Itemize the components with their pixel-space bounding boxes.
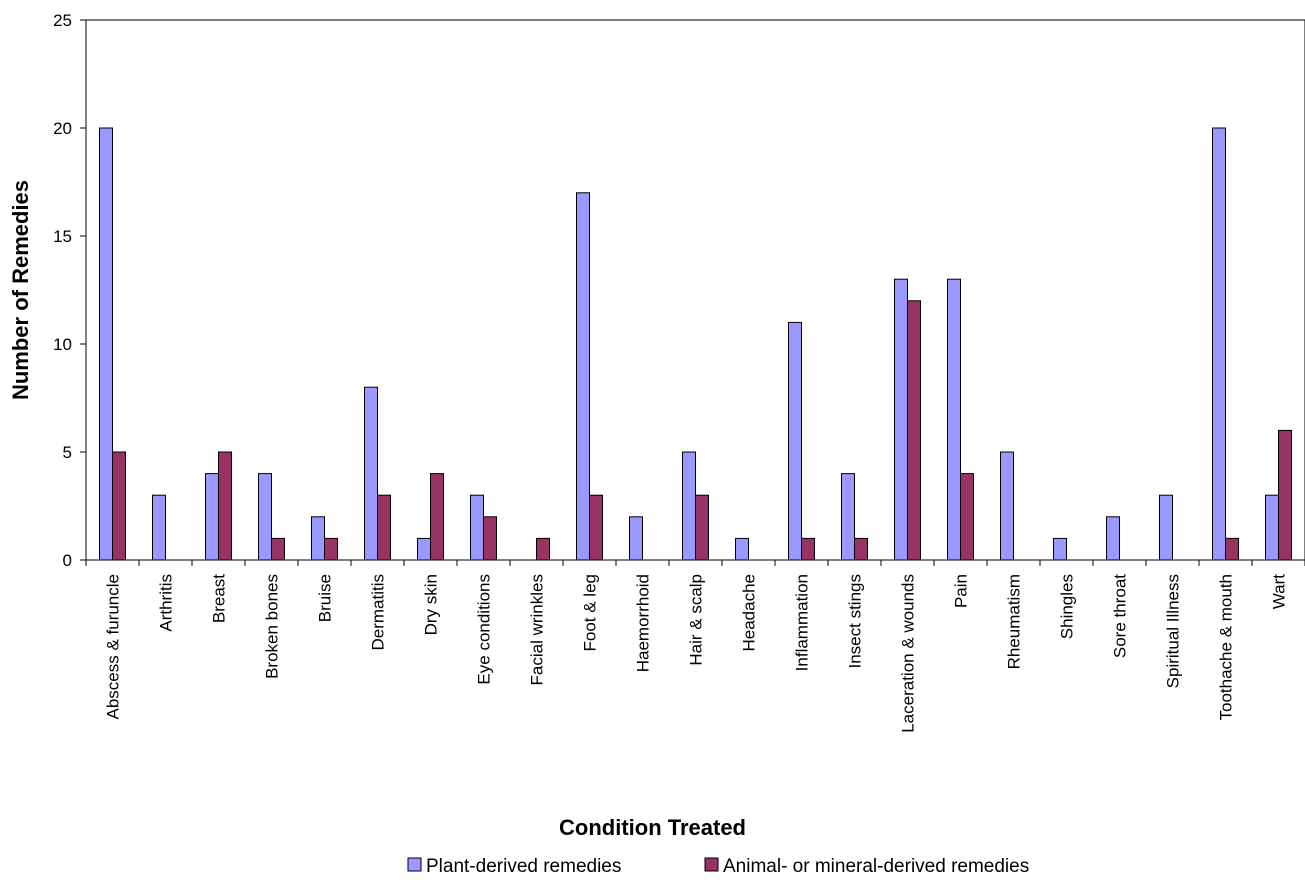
x-tick-label-11: Hair & scalp <box>687 574 706 666</box>
x-tick-label-22: Wart <box>1270 574 1289 610</box>
x-tick-label-3: Broken bones <box>263 574 282 679</box>
x-tick-label-7: Eye conditions <box>475 574 494 685</box>
y-axis-title: Number of Remedies <box>8 180 33 400</box>
legend-label-1: Animal- or mineral-derived remedies <box>723 856 1029 877</box>
bar-plant-1 <box>152 494 166 561</box>
bar-animal-mineral-11 <box>695 494 709 561</box>
y-tick-label-3: 15 <box>53 227 72 246</box>
bar-animal-mineral-5 <box>377 494 391 561</box>
bar-plant-13 <box>788 321 802 561</box>
y-tick-label-2: 10 <box>53 335 72 354</box>
bar-animal-mineral-3 <box>271 537 285 561</box>
bar-plant-15 <box>894 278 908 561</box>
bar-plant-19 <box>1106 516 1120 561</box>
x-tick-label-19: Sore throat <box>1111 574 1130 658</box>
bar-plant-21 <box>1212 127 1226 561</box>
y-tick-label-5: 25 <box>53 11 72 30</box>
bar-plant-6 <box>417 537 431 561</box>
bar-animal-mineral-0 <box>112 451 126 561</box>
bar-animal-mineral-22 <box>1278 429 1292 561</box>
bar-plant-10 <box>629 516 643 561</box>
x-tick-label-1: Arthritis <box>157 574 176 632</box>
bar-animal-mineral-8 <box>536 537 550 561</box>
bar-plant-12 <box>735 537 749 561</box>
bars <box>99 127 1292 561</box>
bar-animal-mineral-7 <box>483 516 497 561</box>
x-tick-label-12: Headache <box>740 574 759 652</box>
bar-plant-7 <box>470 494 484 561</box>
bar-plant-11 <box>682 451 696 561</box>
bar-animal-mineral-16 <box>960 473 974 561</box>
bar-animal-mineral-6 <box>430 473 444 561</box>
legend-label-0: Plant-derived remedies <box>426 856 621 877</box>
bar-plant-5 <box>364 386 378 561</box>
x-tick-label-2: Breast <box>210 574 229 623</box>
bar-plant-3 <box>258 473 272 561</box>
bar-animal-mineral-15 <box>907 300 921 561</box>
bar-animal-mineral-13 <box>801 537 815 561</box>
bar-plant-4 <box>311 516 325 561</box>
legend-swatch-1 <box>704 857 719 872</box>
x-tick-label-4: Bruise <box>316 574 335 622</box>
bar-animal-mineral-2 <box>218 451 232 561</box>
bar-plant-2 <box>205 473 219 561</box>
x-tick-label-20: Spiritual Illness <box>1164 574 1183 688</box>
x-tick-label-14: Insect stings <box>846 574 865 669</box>
x-tick-label-0: Abscess & furuncle <box>104 574 123 720</box>
bar-plant-0 <box>99 127 113 561</box>
legend: Plant-derived remedies Animal- or mineral… <box>407 856 1029 877</box>
x-tick-label-10: Haemorrhoid <box>634 574 653 672</box>
bar-plant-20 <box>1159 494 1173 561</box>
x-tick-label-21: Toothache & mouth <box>1217 574 1236 720</box>
x-tick-label-17: Rheumatism <box>1005 574 1024 669</box>
bar-animal-mineral-21 <box>1225 537 1239 561</box>
bar-plant-22 <box>1265 494 1279 561</box>
x-tick-label-18: Shingles <box>1058 574 1077 639</box>
x-tick-label-13: Inflammation <box>793 574 812 671</box>
x-tick-label-15: Laceration & wounds <box>899 574 918 733</box>
axes <box>80 19 1305 566</box>
y-tick-label-0: 0 <box>63 551 72 570</box>
x-axis-title: Condition Treated <box>559 815 746 840</box>
bar-animal-mineral-14 <box>854 537 868 561</box>
y-tick-label-4: 20 <box>53 119 72 138</box>
bar-animal-mineral-4 <box>324 537 338 561</box>
bar-animal-mineral-9 <box>589 494 603 561</box>
bar-plant-9 <box>576 192 590 561</box>
bar-plant-17 <box>1000 451 1014 561</box>
bar-plant-16 <box>947 278 961 561</box>
x-tick-label-5: Dermatitis <box>369 574 388 651</box>
x-tick-label-9: Foot & leg <box>581 574 600 652</box>
x-tick-label-16: Pain <box>952 574 971 608</box>
legend-swatch-0 <box>407 857 422 872</box>
y-tick-label-1: 5 <box>63 443 72 462</box>
x-tick-label-8: Facial wrinkles <box>528 574 547 685</box>
x-tick-label-6: Dry skin <box>422 574 441 635</box>
bar-plant-14 <box>841 473 855 561</box>
tick-labels: 0 5 10 15 20 25 Abscess & furuncle Arthritis Bre… <box>53 11 1288 733</box>
bar-plant-18 <box>1053 537 1067 561</box>
